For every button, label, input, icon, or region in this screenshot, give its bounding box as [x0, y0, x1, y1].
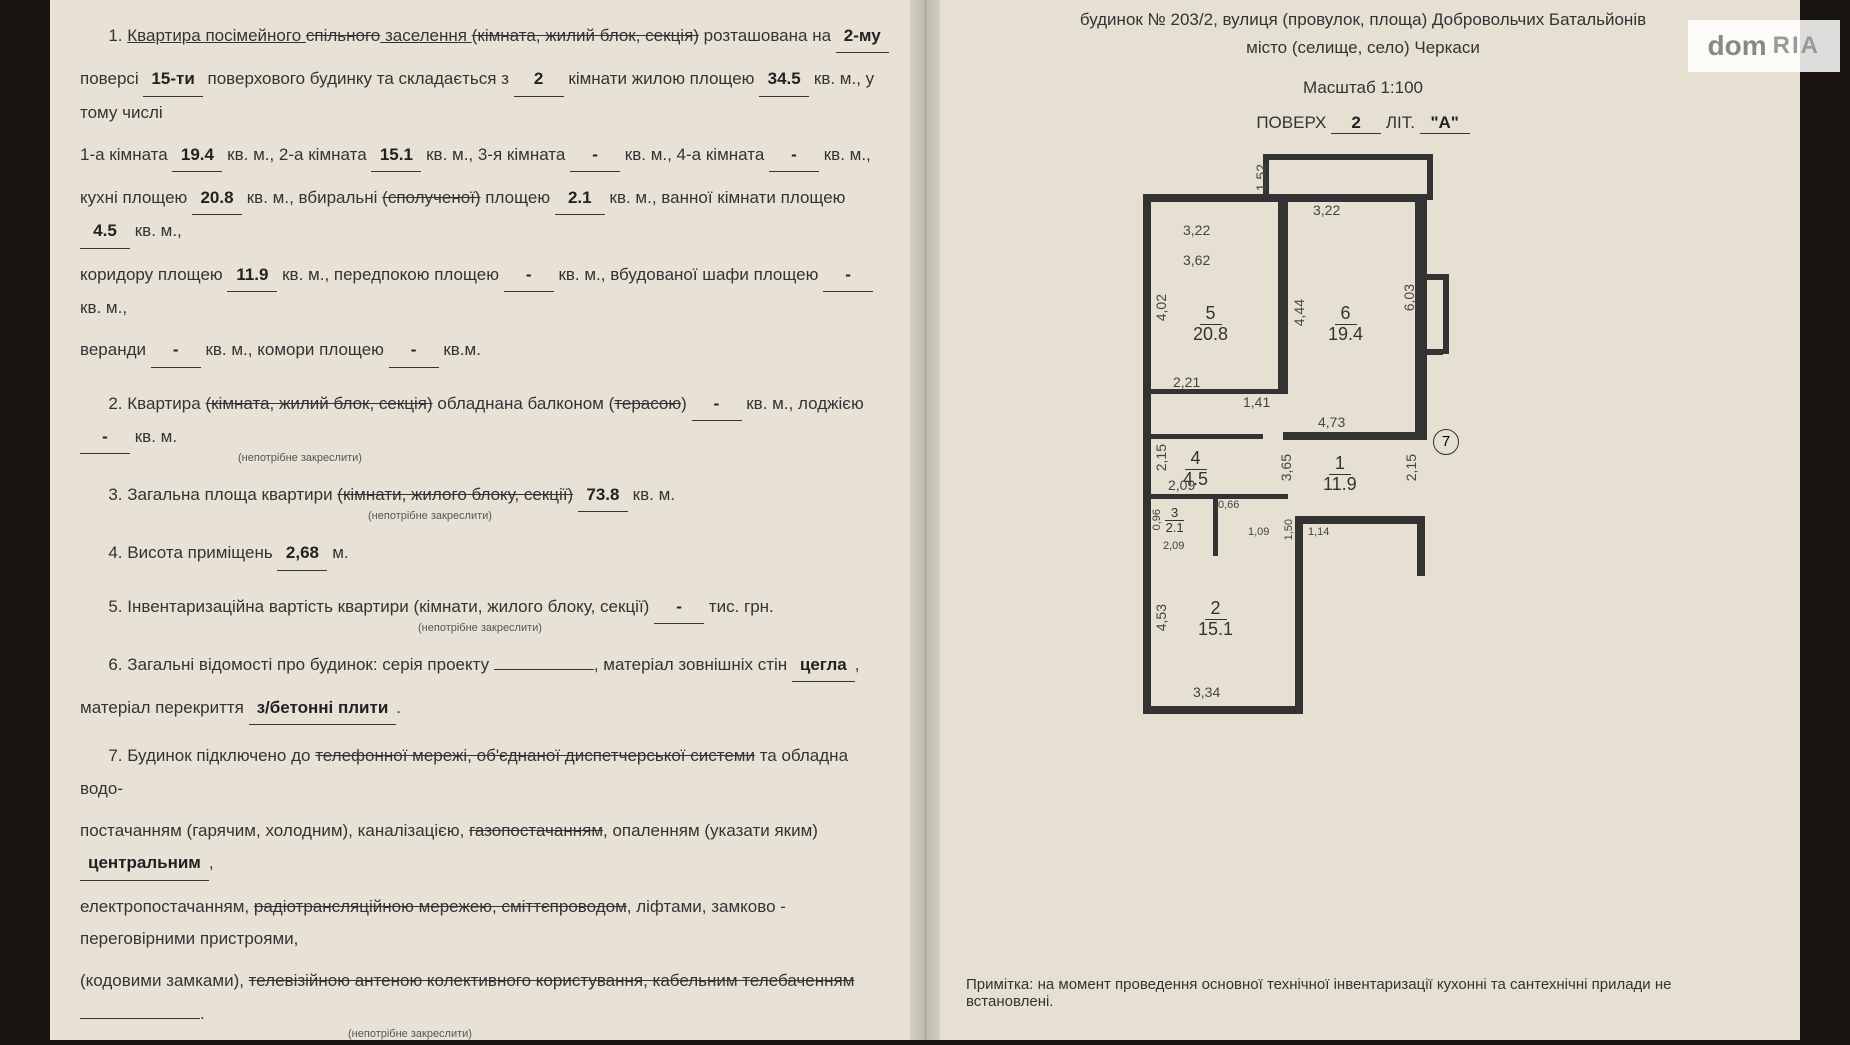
line-11: 6. Загальні відомості про будинок: серія…: [80, 649, 895, 682]
dim: 0,96: [1151, 509, 1163, 530]
dim: 4,53: [1153, 604, 1169, 631]
dim: 4,02: [1153, 294, 1169, 321]
dim: 3,34: [1193, 684, 1220, 700]
address-line-2: місто (селище, село) Черкаси: [956, 38, 1770, 58]
line-8: 3. Загальна площа квартири (кімнати, жил…: [80, 479, 895, 527]
dim: 3,65: [1278, 454, 1294, 481]
room-2: 215.1: [1198, 599, 1233, 640]
line-4: кухні площею 20.8 кв. м., вбиральні (спо…: [80, 182, 895, 249]
room-3: 32.1: [1165, 506, 1184, 536]
floor-plan: 520.8 619.4 44.5 111.9 215.1 32.1 7 3,22…: [1123, 154, 1603, 734]
line-7: 2. Квартира (кімната, жилий блок, секція…: [80, 388, 895, 469]
right-page: будинок № 203/2, вулиця (провулок, площа…: [925, 0, 1800, 1040]
left-page: 1. Квартира посімейного спільного заселе…: [50, 0, 925, 1040]
dim: 1,14: [1308, 526, 1329, 538]
dim: 3,22: [1313, 202, 1340, 218]
floor-label: ПОВЕРХ 2 ЛІТ. "А": [956, 113, 1770, 134]
line-3: 1-а кімната 19.4 кв. м., 2-а кімната 15.…: [80, 139, 895, 172]
line-13: 7. Будинок підключено до телефонної мере…: [80, 740, 895, 805]
room-6: 619.4: [1328, 304, 1363, 345]
room-1: 111.9: [1323, 454, 1357, 495]
watermark-text: dom: [1708, 30, 1767, 62]
line-10: 5. Інвентаризаційна вартість квартири (к…: [80, 591, 895, 639]
dim: 4,73: [1318, 414, 1345, 430]
dim: 2,09: [1163, 540, 1184, 552]
line-1: 1. Квартира посімейного спільного заселе…: [80, 20, 895, 53]
watermark-ria: RIA: [1773, 32, 1820, 60]
dim: 6,03: [1401, 284, 1417, 311]
line-16: (кодовими замками), телевізійною антеною…: [80, 965, 895, 1044]
dim: 1,50: [1283, 519, 1295, 540]
dim: 2,21: [1173, 374, 1200, 390]
dim: 1,41: [1243, 394, 1270, 410]
dim: 4,44: [1291, 299, 1307, 326]
dim: 3,62: [1183, 252, 1210, 268]
line-6: веранди - кв. м., комори площею - кв.м.: [80, 334, 895, 367]
dim: 2,15: [1153, 444, 1169, 471]
line-15: електропостачанням, радіотрансляційною м…: [80, 891, 895, 956]
scale-label: Масштаб 1:100: [956, 78, 1770, 98]
line-14: постачанням (гарячим, холодним), каналіз…: [80, 815, 895, 881]
document-paper: 1. Квартира посімейного спільного заселе…: [50, 0, 1800, 1040]
line-9: 4. Висота приміщень 2,68 м.: [80, 537, 895, 570]
room-5: 520.8: [1193, 304, 1228, 345]
watermark: dom RIA: [1688, 20, 1840, 72]
dim: 1,52: [1253, 164, 1269, 191]
line-2: поверсі 15-ти поверхового будинку та скл…: [80, 63, 895, 129]
dim: 0,66: [1218, 499, 1239, 511]
line-12: матеріал перекриття з/бетонні плити.: [80, 692, 895, 725]
dim: 3,22: [1183, 222, 1210, 238]
line-5: коридору площею 11.9 кв. м., передпокою …: [80, 259, 895, 325]
footnote: Примітка: на момент проведення основної …: [966, 976, 1760, 1010]
address-line-1: будинок № 203/2, вулиця (провулок, площа…: [956, 10, 1770, 30]
dim: 2,09: [1168, 477, 1195, 493]
dim: 1,09: [1248, 526, 1269, 538]
dim: 2,15: [1403, 454, 1419, 481]
room-7: 7: [1433, 429, 1459, 455]
